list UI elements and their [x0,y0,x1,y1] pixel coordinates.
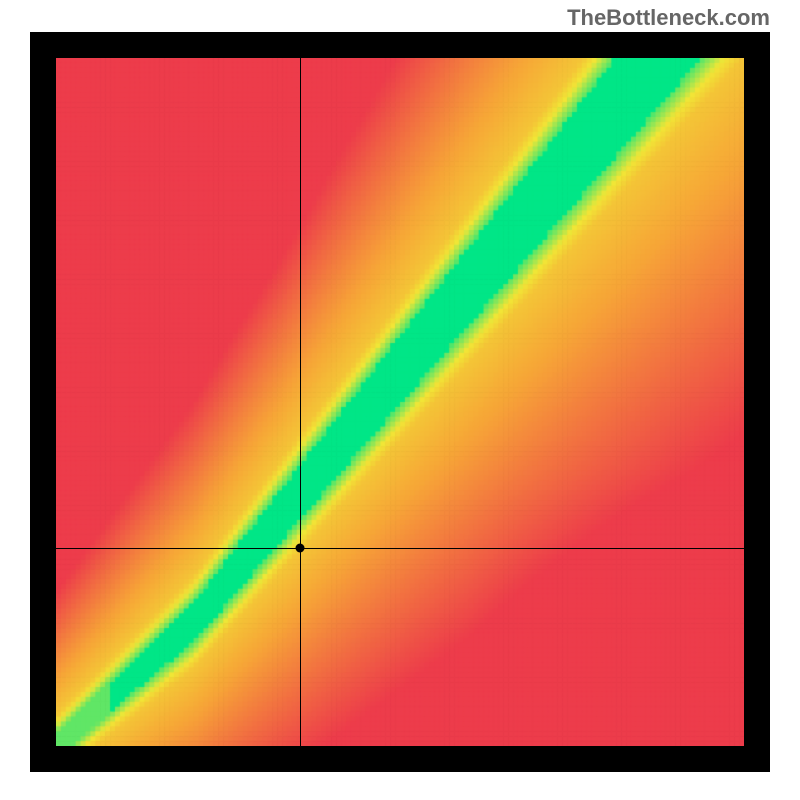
crosshair-horizontal [56,548,744,549]
plot-frame [30,32,770,772]
chart-container: TheBottleneck.com [0,0,800,800]
heatmap-canvas [56,58,744,746]
crosshair-marker [296,543,305,552]
watermark-text: TheBottleneck.com [567,5,770,31]
crosshair-vertical [300,58,301,746]
heatmap-area [56,58,744,746]
